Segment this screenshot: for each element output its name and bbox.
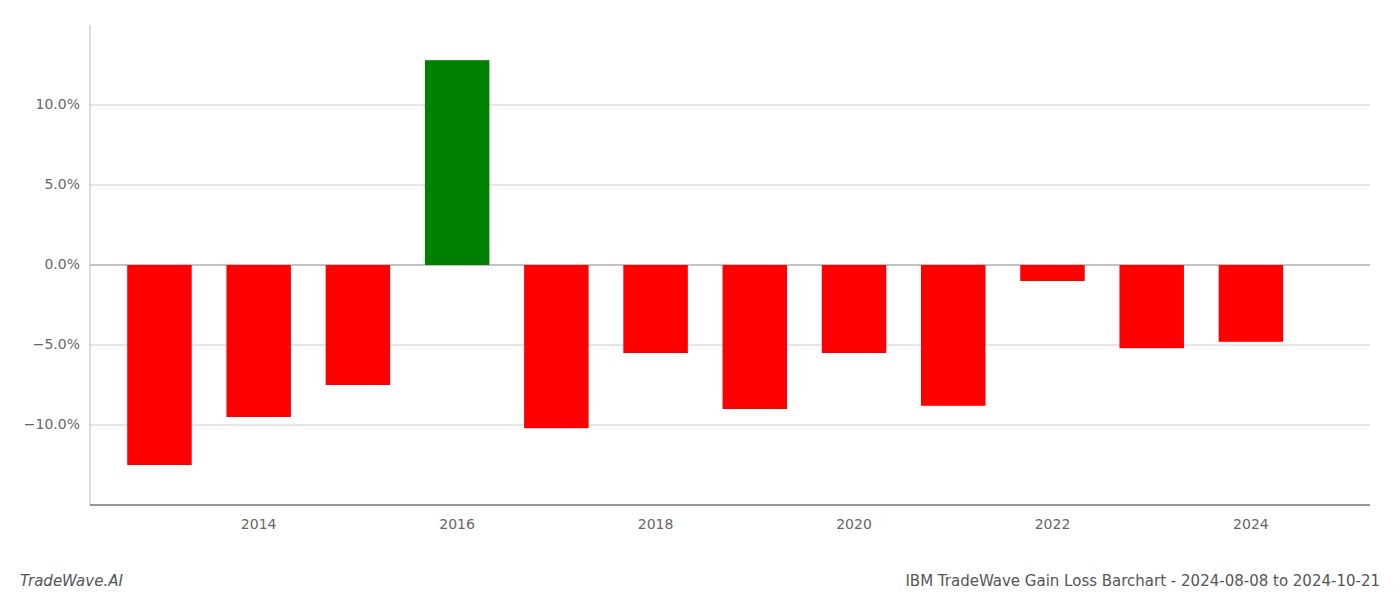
bar — [524, 265, 588, 428]
y-tick-label: −5.0% — [33, 336, 80, 352]
y-tick-label: −10.0% — [24, 416, 80, 432]
grid-line — [90, 425, 1370, 426]
bar — [1219, 265, 1283, 342]
x-axis-line — [90, 504, 1370, 505]
bar — [1020, 265, 1084, 281]
bar — [723, 265, 787, 409]
title: IBM TradeWave Gain Loss Barchart - 2024-… — [905, 572, 1380, 590]
bar — [127, 265, 191, 465]
bar — [226, 265, 290, 417]
x-tick-labels: 2014 2016 2018 2020 2022 2024 — [241, 516, 1269, 532]
x-tick-label: 2014 — [241, 516, 277, 532]
x-tick-label: 2016 — [439, 516, 475, 532]
x-tick-label: 2020 — [836, 516, 872, 532]
bars — [127, 60, 1283, 465]
bar — [921, 265, 985, 406]
bar — [822, 265, 886, 353]
grid-line — [90, 185, 1370, 186]
chart: −10.0% −5.0% 0.0% 5.0% 10.0% 2014 2016 2018 2020… — [0, 0, 1400, 600]
y-tick-label: 0.0% — [44, 256, 80, 272]
y-tick-label: 5.0% — [44, 176, 80, 192]
y-grid — [90, 105, 1370, 425]
x-tick-label: 2024 — [1233, 516, 1269, 532]
bar — [425, 60, 489, 265]
bar — [326, 265, 390, 385]
y-tick-label: 10.0% — [36, 96, 80, 112]
bar — [1119, 265, 1183, 348]
x-tick-label: 2018 — [638, 516, 674, 532]
y-tick-labels: −10.0% −5.0% 0.0% 5.0% 10.0% — [24, 96, 80, 432]
y-axis-line — [90, 25, 91, 505]
bar — [623, 265, 687, 353]
chart-container: −10.0% −5.0% 0.0% 5.0% 10.0% 2014 2016 2018 2020… — [0, 0, 1400, 600]
x-tick-label: 2022 — [1035, 516, 1071, 532]
watermark: TradeWave.AI — [20, 572, 123, 590]
grid-line — [90, 105, 1370, 106]
